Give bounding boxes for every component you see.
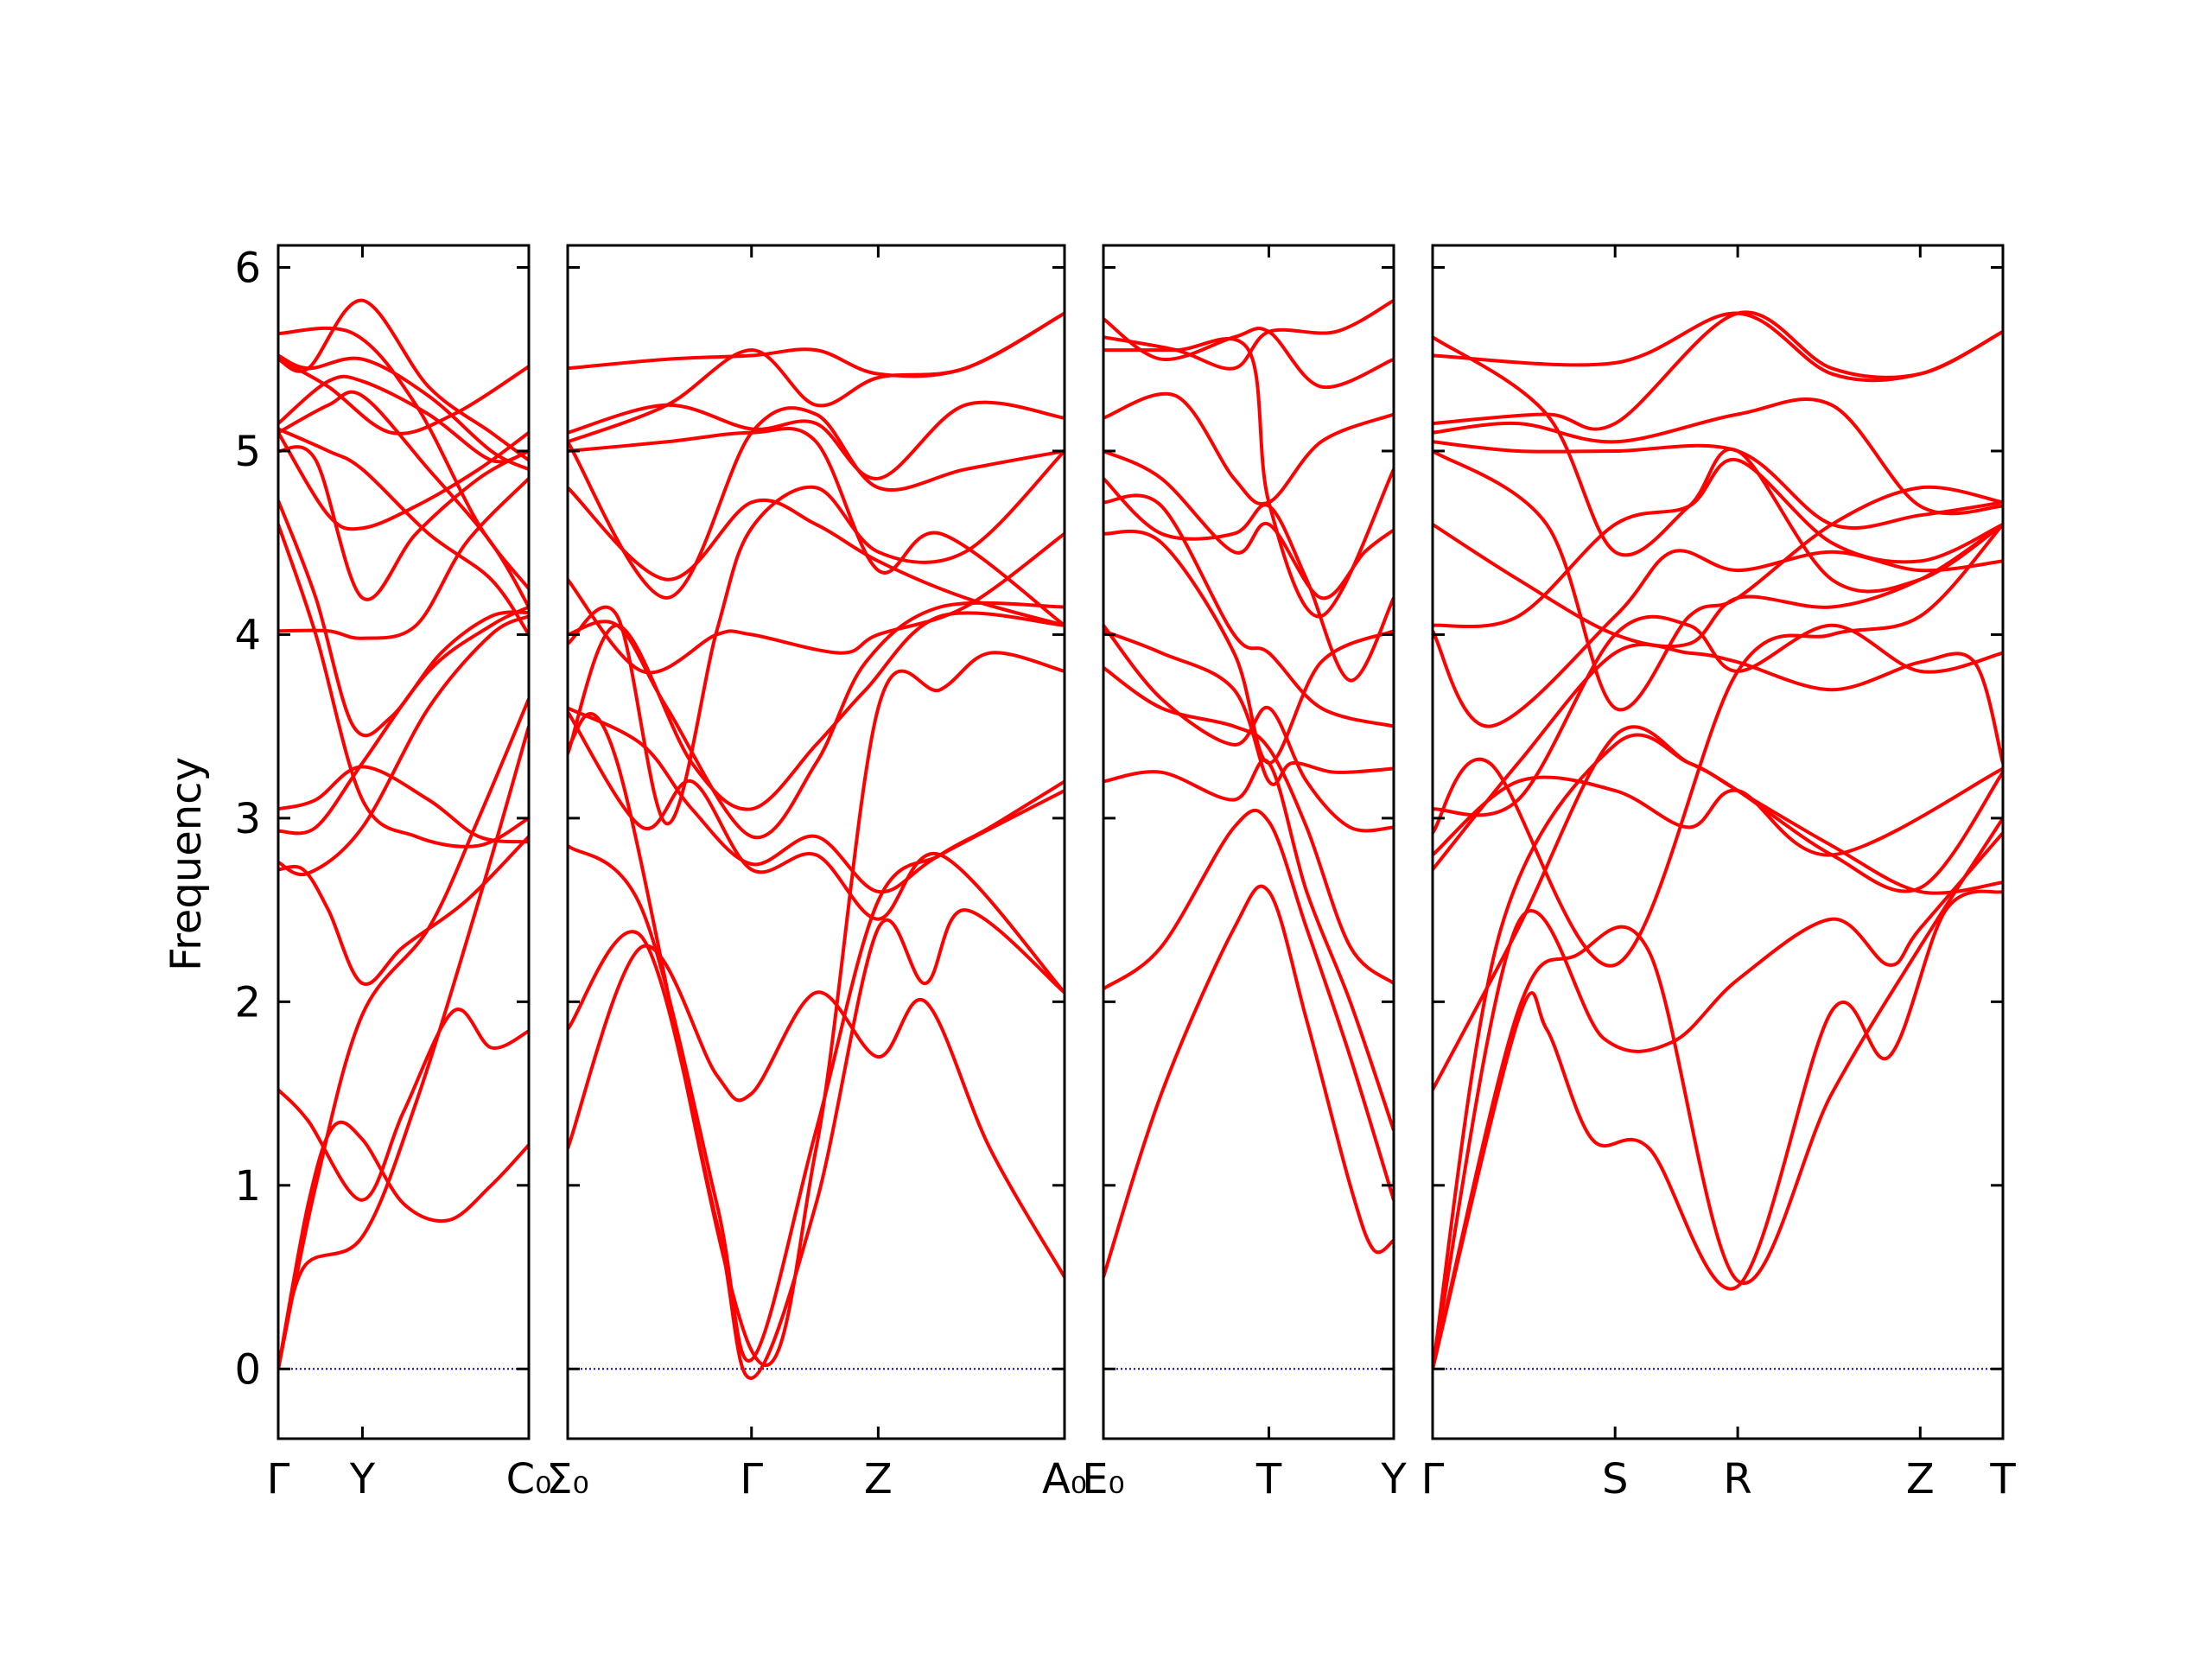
band-line — [1103, 666, 1394, 985]
k-point-label: Γ — [740, 1455, 763, 1503]
band-line — [568, 406, 1065, 600]
y-tick-label: 4 — [234, 611, 261, 659]
y-tick-label: 6 — [234, 244, 261, 292]
band-line — [1433, 889, 2003, 1370]
band-line — [568, 311, 1065, 378]
band-line — [568, 601, 1065, 840]
k-point-label: Y — [1380, 1455, 1407, 1503]
band-line — [1103, 493, 1394, 728]
band-line — [568, 611, 1065, 811]
band-line — [1433, 440, 2003, 531]
k-point-label: R — [1723, 1455, 1751, 1503]
band-line — [1433, 311, 2003, 383]
band-line — [1103, 337, 1394, 619]
k-point-label: A₀ — [1042, 1455, 1087, 1503]
band-line — [278, 765, 529, 844]
band-line — [568, 944, 1065, 1279]
panel-frame — [276, 244, 531, 1440]
band-line — [568, 651, 1065, 1368]
bands-group — [1103, 298, 1394, 1278]
band-line — [1433, 817, 2003, 1370]
k-point-label: Y — [349, 1455, 376, 1503]
band-line — [1433, 549, 2003, 728]
k-point-label: Σ₀ — [546, 1455, 589, 1503]
panel-2: Σ₀ Γ Z A₀ — [546, 244, 1087, 1503]
k-point-label: E₀ — [1082, 1455, 1125, 1503]
band-line — [568, 706, 1065, 894]
bands-group — [1433, 310, 2003, 1370]
band-line — [1103, 624, 1394, 833]
band-line — [1433, 310, 2003, 431]
band-line — [278, 1007, 529, 1202]
bands-group — [278, 298, 529, 1370]
band-line — [1103, 808, 1394, 1201]
band-line — [568, 710, 1065, 995]
k-point-label: Γ — [1421, 1455, 1445, 1503]
band-line — [278, 726, 529, 1370]
band-line — [1433, 766, 2003, 857]
k-point-label: S — [1602, 1455, 1628, 1503]
panel-1: 0 1 2 3 4 5 6 Γ Y C₀ — [234, 244, 551, 1503]
band-line — [568, 486, 1065, 627]
k-point-label: Γ — [267, 1455, 290, 1503]
band-line — [1433, 457, 2003, 629]
band-line — [1433, 523, 2003, 968]
band-line — [1433, 397, 2003, 516]
k-point-label: T — [1255, 1455, 1282, 1503]
band-line — [1433, 642, 2003, 871]
band-line — [278, 524, 529, 849]
panel-frame — [566, 244, 1066, 1440]
k-point-label: Z — [864, 1455, 893, 1503]
k-point-label: C₀ — [506, 1455, 552, 1503]
band-line — [278, 357, 529, 435]
panel-3: E₀ T Y — [1082, 244, 1407, 1503]
band-line — [1433, 733, 2003, 1370]
band-line — [278, 445, 529, 601]
band-line — [1103, 391, 1394, 506]
band-line — [1433, 523, 2003, 649]
band-line — [1103, 449, 1394, 601]
band-line — [1103, 529, 1394, 766]
panel-frame — [1431, 244, 2005, 1440]
band-line — [1433, 614, 2003, 817]
y-axis-label: Frequency — [162, 757, 211, 971]
band-line — [568, 531, 1065, 675]
band-line — [1103, 884, 1394, 1278]
y-tick-label: 1 — [234, 1162, 261, 1211]
band-line — [1103, 629, 1394, 786]
band-line — [1103, 317, 1394, 390]
band-line — [568, 427, 1065, 627]
panel-frame — [1102, 244, 1395, 1440]
band-line — [1433, 831, 2003, 1370]
band-line — [278, 835, 529, 986]
bands-group — [568, 311, 1065, 1380]
band-line — [278, 698, 529, 1370]
band-line — [568, 449, 1065, 826]
band-line — [1433, 449, 2003, 712]
y-tick-label: 3 — [234, 795, 261, 843]
band-line — [1103, 298, 1394, 371]
y-tick-label: 2 — [234, 978, 261, 1027]
y-tick-label: 0 — [234, 1345, 261, 1394]
band-line — [278, 1120, 529, 1370]
band-line — [1433, 335, 2003, 594]
k-point-label: Z — [1906, 1455, 1935, 1503]
band-line — [278, 499, 529, 738]
band-line — [278, 427, 529, 636]
band-line — [568, 908, 1065, 1380]
band-line — [278, 298, 529, 462]
k-point-label: T — [1989, 1455, 2016, 1503]
y-tick-label: 5 — [234, 428, 261, 476]
band-line — [1103, 477, 1394, 683]
band-line — [278, 431, 529, 531]
band-line — [278, 614, 529, 877]
